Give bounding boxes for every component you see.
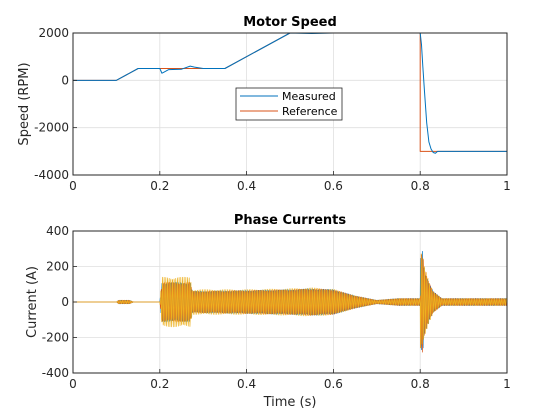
current-x-tick-label: 1 xyxy=(503,377,511,391)
current-x-axis-label: Time (s) xyxy=(263,395,317,410)
current-series xyxy=(72,251,508,353)
current-series-line-phase-3 xyxy=(72,253,508,349)
speed-x-tick-label: 0 xyxy=(69,179,77,193)
speed-legend: Measured Reference xyxy=(235,87,343,121)
speed-y-tick-label: -2000 xyxy=(34,121,69,135)
speed-y-axis-label: Speed (RPM) xyxy=(17,62,32,145)
speed-x-tick-label: 0.6 xyxy=(324,179,343,193)
current-x-tick-label: 0.4 xyxy=(237,377,256,391)
current-y-tick-label: -400 xyxy=(42,366,69,380)
speed-axes-box xyxy=(72,32,508,176)
current-y-tick-label: -200 xyxy=(42,331,69,345)
speed-panel: 0 0.2 0.4 0.6 0.8 1 -4000 -2000 0 2000 Motor Spee… xyxy=(17,15,511,193)
speed-x-tick-label: 0.2 xyxy=(150,179,169,193)
current-panel: 0 0.2 0.4 0.6 0.8 1 -400 -200 0 200 400 Phase Curr… xyxy=(25,213,511,410)
speed-y-tick-label: 2000 xyxy=(38,26,69,40)
speed-ticks: 0 0.2 0.4 0.6 0.8 1 -4000 -2000 0 2000 xyxy=(34,26,511,193)
speed-x-tick-label: 0.8 xyxy=(411,179,430,193)
legend-label-reference: Reference xyxy=(282,105,338,118)
speed-y-tick-label: 0 xyxy=(61,73,69,87)
current-x-tick-label: 0.2 xyxy=(150,377,169,391)
legend-label-measured: Measured xyxy=(282,90,336,103)
speed-x-tick-label: 0.4 xyxy=(237,179,256,193)
current-ticks: 0 0.2 0.4 0.6 0.8 1 -400 -200 0 200 400 xyxy=(42,224,511,391)
current-x-tick-label: 0.6 xyxy=(324,377,343,391)
current-y-axis-label: Current (A) xyxy=(25,266,40,338)
current-x-tick-label: 0 xyxy=(69,377,77,391)
current-y-tick-label: 200 xyxy=(46,260,69,274)
current-x-tick-label: 0.8 xyxy=(411,377,430,391)
speed-x-tick-label: 1 xyxy=(503,179,511,193)
current-y-tick-label: 0 xyxy=(61,295,69,309)
current-chart-title: Phase Currents xyxy=(234,213,347,228)
current-y-tick-label: 400 xyxy=(46,224,69,238)
speed-legend-box xyxy=(235,87,343,121)
speed-chart-title: Motor Speed xyxy=(243,15,337,30)
speed-y-tick-label: -4000 xyxy=(34,168,69,182)
